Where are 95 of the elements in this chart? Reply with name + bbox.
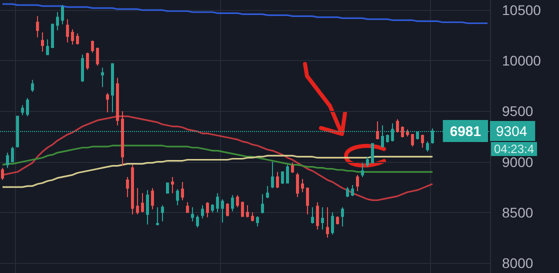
candlestick [321, 206, 324, 230]
candlestick [421, 134, 424, 148]
candlestick [101, 67, 104, 88]
candlestick [406, 128, 409, 137]
candlestick [176, 188, 179, 206]
candlestick [216, 192, 219, 213]
candlestick [326, 206, 329, 238]
candlestick [191, 206, 194, 222]
candlestick [41, 32, 44, 52]
candlestick [196, 214, 199, 228]
y-tick-label: 8500 [502, 204, 534, 220]
candlestick [6, 152, 9, 168]
candlestick [171, 176, 174, 194]
candlestick [146, 190, 149, 225]
candlestick [281, 171, 284, 185]
candlestick [81, 54, 84, 82]
candlestick [246, 204, 249, 218]
candlestick [116, 77, 119, 126]
candlestick [86, 52, 89, 70]
candlestick [186, 202, 189, 213]
candlestick [256, 216, 259, 227]
y-tick-label: 9000 [502, 154, 534, 170]
candlestick [166, 182, 169, 194]
line-series [2, 144, 434, 173]
candlestick [401, 126, 404, 138]
candlestick [106, 92, 109, 113]
candlestick [1, 167, 4, 180]
candlestick [396, 118, 399, 133]
y-tick-label: 10000 [502, 52, 542, 69]
candlestick [331, 212, 334, 236]
candlestick [371, 143, 374, 164]
candlestick [296, 172, 299, 198]
candlestick [266, 186, 269, 199]
text: 04:23:4 [494, 142, 534, 156]
candlestick [201, 204, 204, 219]
annotation: 6981 [450, 123, 482, 140]
candlestick [26, 98, 29, 117]
candlestick [411, 134, 414, 148]
line-series [2, 3, 488, 24]
candlestick [386, 134, 389, 144]
candlestick [141, 192, 144, 213]
candlestick [236, 194, 239, 208]
candlestick [271, 161, 274, 189]
candlestick [341, 206, 344, 227]
candlestick [211, 204, 214, 213]
candlestick [96, 47, 99, 66]
candlestick [31, 79, 34, 93]
line-series [2, 115, 434, 201]
candlestick [11, 146, 14, 162]
candlestick [161, 204, 164, 222]
candlestick [151, 188, 154, 210]
candlestick [376, 120, 379, 140]
candlestick [51, 24, 54, 48]
candlestick [131, 164, 134, 215]
ref-line-label: 9304 [496, 123, 528, 140]
candlestick [226, 202, 229, 217]
candlestick [286, 164, 289, 184]
y-tick-label: 10500 [502, 2, 542, 18]
candlestick [46, 38, 49, 56]
candlestick [221, 198, 224, 223]
candlestick [361, 162, 364, 178]
candlestick [71, 28, 74, 45]
candlestick [231, 194, 234, 212]
candlestick [181, 182, 184, 201]
candlestick [76, 32, 79, 45]
candlestick [311, 206, 314, 224]
candlestick [156, 206, 159, 226]
candlestick [306, 188, 309, 215]
candlestick [61, 4, 64, 25]
y-tick-label: 9500 [502, 103, 534, 120]
candlestick [241, 202, 244, 217]
line-series [2, 154, 434, 188]
candlestick [291, 162, 294, 174]
candlestick [36, 16, 39, 38]
candlestick [301, 178, 304, 193]
candlestick [111, 63, 114, 113]
candlestick [136, 188, 139, 215]
candlestick [66, 18, 69, 43]
candlestick [251, 212, 254, 222]
candlestick [366, 156, 369, 168]
candlestick [426, 141, 429, 152]
candlestick [346, 186, 349, 198]
candlestick [261, 194, 264, 214]
candlestick [121, 110, 124, 166]
candlestick [276, 171, 279, 189]
candlestick [336, 216, 339, 225]
candlestick [21, 104, 24, 116]
candlestick [91, 40, 94, 54]
candlestick [56, 12, 59, 31]
candlestick [316, 202, 319, 230]
candlestick [351, 184, 354, 197]
candlestick [206, 202, 209, 218]
candlestick [126, 176, 129, 198]
y-tick-label: 8000 [502, 254, 534, 271]
candlestick [356, 174, 359, 192]
